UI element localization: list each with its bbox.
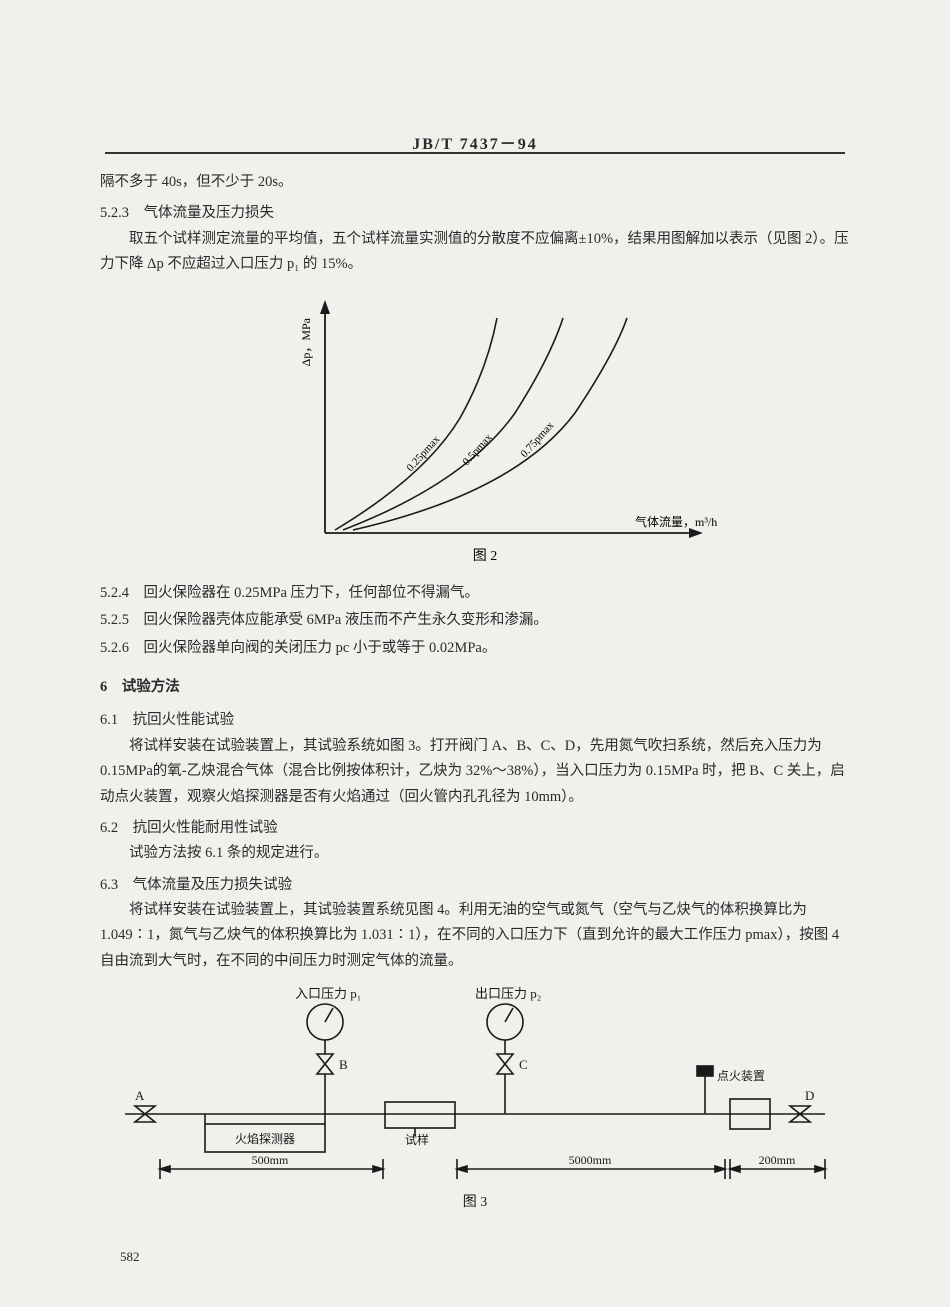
s61-body: 将试样安装在试验装置上，其试验系统如图 3。打开阀门 A、B、C、D，先用氮气吹… (100, 734, 850, 810)
s62-title: 6.2 抗回火性能耐用性试验 (100, 816, 850, 841)
chart-svg: Δp，MPa 气体流量，m³/h 0.25pmax 0.5pmax 0.75pm… (215, 288, 735, 568)
fig2-curve-1-label: 0.25pmax (404, 433, 442, 474)
figure-3: 入口压力 p₁ 出口压力 p₂ B C (100, 984, 850, 1223)
diagram-svg: 入口压力 p₁ 出口压力 p₂ B C (105, 984, 845, 1214)
header-rule (105, 152, 845, 154)
s6-title: 6 试验方法 (100, 675, 850, 700)
fig3-C: C (519, 1057, 528, 1072)
s525: 5.2.5 回火保险器壳体应能承受 6MPa 液压而不产生永久变形和渗漏。 (100, 608, 850, 633)
s526: 5.2.6 回火保险器单向阀的关闭压力 pc 小于或等于 0.02MPa。 (100, 636, 850, 661)
document-code: JB/T 7437－94 (0, 130, 950, 154)
fig3-flame-detector: 火焰探测器 (235, 1131, 295, 1146)
s61-title: 6.1 抗回火性能试验 (100, 708, 850, 733)
svg-text:Δp，MPa: Δp，MPa (299, 317, 313, 366)
s523-title: 5.2.3 气体流量及压力损失 (100, 201, 850, 226)
fig3-A: A (135, 1088, 145, 1103)
fig3-sample: 试样 (405, 1132, 429, 1147)
fig3-ignition: 点火装置 (717, 1069, 765, 1083)
fig3-caption: 图 3 (463, 1195, 488, 1210)
fig3-outlet-label: 出口压力 p₂ (475, 986, 541, 1001)
fig2-y-axis: Δp，MPa (299, 317, 313, 366)
s63-title: 6.3 气体流量及压力损失试验 (100, 873, 850, 898)
intro-line: 隔不多于 40s，但不少于 20s。 (100, 170, 850, 195)
fig2-caption: 图 2 (473, 549, 498, 564)
fig3-d3: 200mm (759, 1153, 796, 1167)
page-content: 隔不多于 40s，但不少于 20s。 5.2.3 气体流量及压力损失 取五个试样… (100, 170, 850, 1224)
s62-body: 试验方法按 6.1 条的规定进行。 (100, 841, 850, 866)
figure-2: Δp，MPa 气体流量，m³/h 0.25pmax 0.5pmax 0.75pm… (100, 288, 850, 577)
s63-body: 将试样安装在试验装置上，其试验装置系统见图 4。利用无油的空气或氮气（空气与乙炔… (100, 898, 850, 974)
fig3-inlet-label: 入口压力 p₁ (295, 986, 361, 1001)
page-number: 582 (120, 1249, 140, 1265)
fig3-d2: 5000mm (569, 1153, 612, 1167)
s523-body: 取五个试样测定流量的平均值，五个试样流量实测值的分散度不应偏离±10%，结果用图… (100, 227, 850, 278)
s524: 5.2.4 回火保险器在 0.25MPa 压力下，任何部位不得漏气。 (100, 581, 850, 606)
fig3-B: B (339, 1057, 348, 1072)
fig3-D: D (805, 1088, 814, 1103)
fig3-d1: 500mm (252, 1153, 289, 1167)
fig2-curve-2-label: 0.5pmax (460, 431, 495, 468)
fig2-x-axis: 气体流量，m³/h (635, 514, 717, 529)
